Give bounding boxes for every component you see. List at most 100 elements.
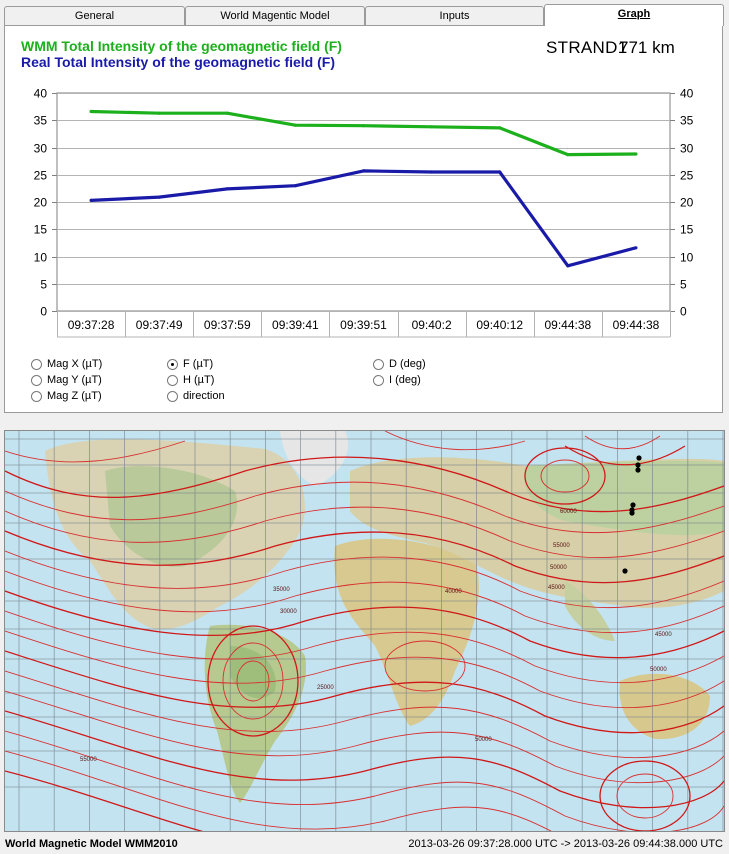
y-tick-label-left: 40 bbox=[34, 87, 48, 101]
y-tick-label-left: 0 bbox=[40, 305, 47, 319]
point-real bbox=[225, 187, 229, 191]
tab-world-magnetic-model[interactable]: World Magentic Model bbox=[185, 6, 365, 25]
y-tick-label-left: 20 bbox=[34, 196, 48, 210]
track-point bbox=[635, 462, 641, 468]
point-real bbox=[361, 169, 366, 173]
track-point bbox=[636, 455, 642, 461]
y-tick-label-left: 30 bbox=[34, 142, 48, 156]
track-point bbox=[629, 510, 635, 516]
legend-real: Real Total Intensity of the geomagnetic … bbox=[21, 54, 335, 70]
y-tick-label-left: 10 bbox=[34, 251, 48, 265]
contour-label: 50000 bbox=[650, 667, 667, 673]
option-mag-z-label: Mag Z (µT) bbox=[47, 390, 102, 402]
point-wmm bbox=[430, 125, 434, 129]
x-tick-label: 09:37:49 bbox=[136, 318, 183, 332]
option-direction[interactable]: direction bbox=[167, 389, 225, 403]
y-tick-label-left: 25 bbox=[34, 169, 48, 183]
option-mag-y-label: Mag Y (µT) bbox=[47, 374, 102, 386]
tab-general[interactable]: General bbox=[4, 6, 185, 25]
point-real bbox=[89, 198, 93, 202]
x-tick-label: 09:44:38 bbox=[613, 318, 660, 332]
point-real bbox=[430, 170, 434, 174]
satellite-altitude: 771 km bbox=[619, 38, 675, 57]
option-mag-z[interactable]: Mag Z (µT) bbox=[31, 389, 102, 403]
y-tick-label-right: 0 bbox=[680, 305, 687, 319]
option-d[interactable]: D (deg) bbox=[373, 357, 426, 371]
track-point bbox=[630, 502, 636, 508]
radio-mag-y[interactable] bbox=[31, 374, 42, 386]
y-tick-label-left: 35 bbox=[34, 114, 48, 128]
option-i[interactable]: I (deg) bbox=[373, 373, 421, 387]
x-tick-label: 09:39:51 bbox=[340, 318, 387, 332]
satellite-name: STRAND1 bbox=[546, 38, 628, 57]
point-real bbox=[293, 184, 297, 188]
radio-mag-x[interactable] bbox=[31, 358, 42, 370]
map-grid bbox=[5, 431, 724, 831]
point-wmm bbox=[634, 152, 638, 156]
option-direction-label: direction bbox=[183, 390, 225, 402]
graph-panel: WMM Total Intensity of the geomagnetic f… bbox=[4, 25, 723, 413]
satellite-track bbox=[622, 455, 642, 574]
option-h[interactable]: H (µT) bbox=[167, 373, 214, 387]
option-mag-x-label: Mag X (µT) bbox=[47, 358, 103, 370]
point-real bbox=[157, 195, 161, 199]
y-tick-label-right: 20 bbox=[680, 196, 694, 210]
x-tick-label: 09:39:41 bbox=[272, 318, 319, 332]
radio-f[interactable] bbox=[167, 358, 178, 370]
contour-labels: 60000 55000 50000 45000 40000 35000 3000… bbox=[80, 509, 672, 763]
y-tick-label-right: 5 bbox=[680, 278, 687, 292]
y-tick-label-left: 5 bbox=[40, 278, 47, 292]
option-h-label: H (µT) bbox=[183, 374, 215, 386]
world-magnetic-map[interactable]: 60000 55000 50000 45000 40000 35000 3000… bbox=[4, 430, 725, 832]
intensity-contours bbox=[5, 431, 724, 831]
radio-h[interactable] bbox=[167, 374, 178, 386]
contour-label: 50000 bbox=[475, 737, 492, 743]
point-real bbox=[566, 264, 570, 268]
y-tick-label-right: 10 bbox=[680, 251, 694, 265]
point-wmm bbox=[225, 111, 229, 115]
radio-mag-z[interactable] bbox=[31, 390, 42, 402]
contour-label: 55000 bbox=[80, 757, 97, 763]
legend-wmm: WMM Total Intensity of the geomagnetic f… bbox=[21, 38, 342, 54]
contour-label: 25000 bbox=[317, 685, 334, 691]
point-wmm bbox=[361, 124, 366, 128]
option-mag-y[interactable]: Mag Y (µT) bbox=[31, 373, 102, 387]
model-label: World Magnetic Model WMM2010 bbox=[5, 838, 178, 850]
contour-label: 55000 bbox=[553, 543, 570, 549]
point-real bbox=[498, 170, 502, 174]
tab-graph[interactable]: Graph bbox=[544, 4, 724, 26]
radio-d[interactable] bbox=[373, 358, 384, 370]
point-wmm bbox=[89, 109, 93, 114]
point-wmm bbox=[566, 153, 570, 157]
tab-bar: General World Magentic Model Inputs Grap… bbox=[4, 4, 724, 26]
contour-label: 40000 bbox=[445, 589, 462, 595]
time-range-label: 2013-03-26 09:37:28.000 UTC -> 2013-03-2… bbox=[408, 838, 723, 850]
option-d-label: D (deg) bbox=[389, 358, 426, 370]
y-tick-label-right: 15 bbox=[680, 223, 694, 237]
option-f-label: F (µT) bbox=[183, 358, 214, 370]
radio-i[interactable] bbox=[373, 374, 384, 386]
x-tick-label: 09:40:2 bbox=[412, 318, 452, 332]
radio-direction[interactable] bbox=[167, 390, 178, 402]
point-wmm bbox=[293, 123, 297, 127]
y-tick-label-left: 15 bbox=[34, 223, 48, 237]
contour-label: 45000 bbox=[548, 585, 565, 591]
point-wmm bbox=[157, 111, 161, 115]
y-tick-label-right: 35 bbox=[680, 114, 694, 128]
x-tick-label: 09:40:12 bbox=[476, 318, 523, 332]
track-point bbox=[635, 467, 641, 473]
map-canvas: 60000 55000 50000 45000 40000 35000 3000… bbox=[5, 431, 724, 831]
x-tick-label: 09:37:59 bbox=[204, 318, 251, 332]
tab-inputs[interactable]: Inputs bbox=[365, 6, 544, 25]
option-f[interactable]: F (µT) bbox=[167, 357, 213, 371]
y-tick-label-right: 40 bbox=[680, 87, 694, 101]
option-i-label: I (deg) bbox=[389, 374, 421, 386]
y-tick-label-right: 25 bbox=[680, 169, 694, 183]
option-mag-x[interactable]: Mag X (µT) bbox=[31, 357, 102, 371]
contour-label: 45000 bbox=[655, 632, 672, 638]
y-tick-label-right: 30 bbox=[680, 142, 694, 156]
x-tick-label: 09:44:38 bbox=[544, 318, 591, 332]
contour-label: 30000 bbox=[280, 609, 297, 615]
contour-label: 60000 bbox=[560, 509, 577, 515]
x-tick-label: 09:37:28 bbox=[68, 318, 115, 332]
